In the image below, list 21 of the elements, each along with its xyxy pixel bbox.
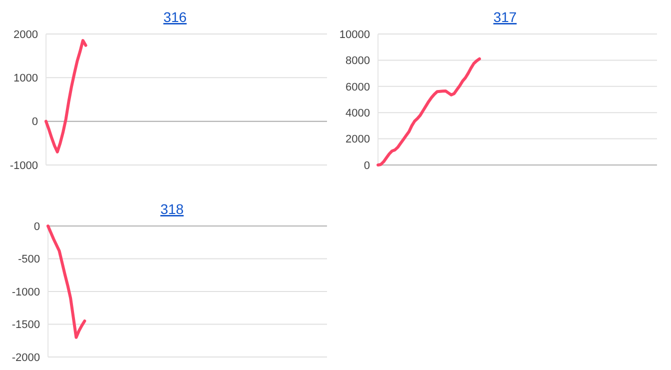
y-tick-label: 0 xyxy=(34,220,40,233)
y-tick-label: 4000 xyxy=(346,107,370,120)
y-tick-label: -1000 xyxy=(10,160,38,172)
y-tick-label: -2000 xyxy=(12,352,40,364)
y-tick-label: 0 xyxy=(364,160,370,172)
y-tick-label: 0 xyxy=(32,116,38,128)
line-series xyxy=(376,57,481,166)
y-tick-label: -500 xyxy=(18,254,40,266)
line-series xyxy=(46,224,86,339)
y-tick-label: -1000 xyxy=(12,286,40,298)
y-tick-label: 1000 xyxy=(14,72,38,85)
line-series xyxy=(44,39,88,154)
y-tick-label: 8000 xyxy=(346,55,370,68)
chart-title: 317 xyxy=(493,9,517,25)
y-tick-label: 6000 xyxy=(346,81,370,94)
chart-title: 318 xyxy=(160,201,184,217)
y-tick-label: 2000 xyxy=(346,134,370,146)
y-tick-label: -1500 xyxy=(12,319,40,332)
y-tick-label: 2000 xyxy=(14,28,38,41)
y-tick-label: 10000 xyxy=(339,28,370,41)
chart-title: 316 xyxy=(163,9,187,25)
